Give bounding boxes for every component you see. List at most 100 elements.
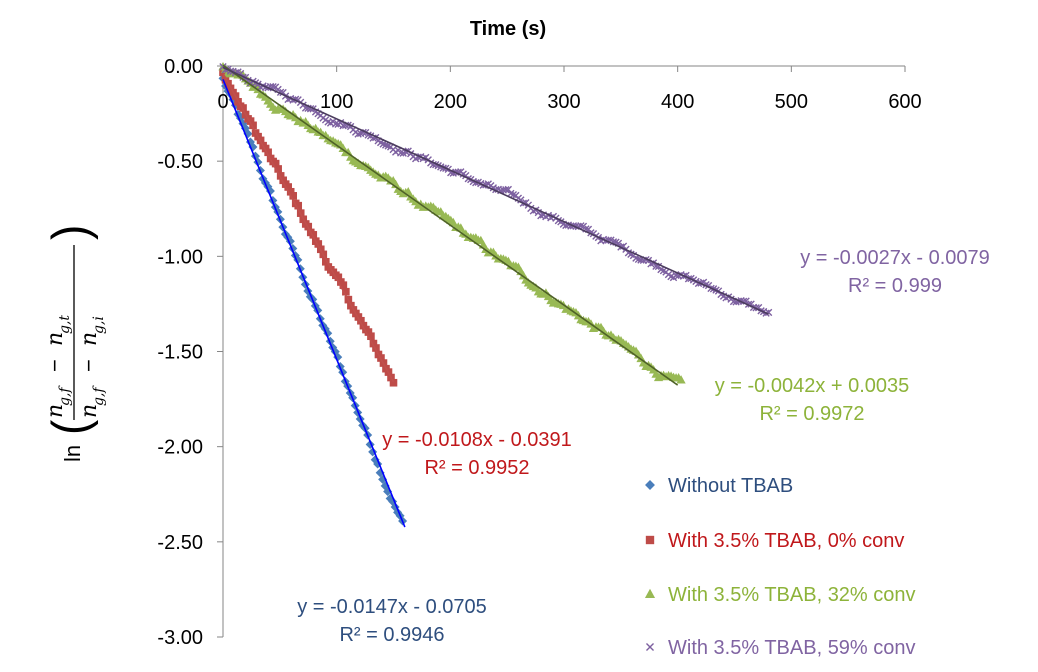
- trendline-equation: y = -0.0108x - 0.0391: [382, 429, 572, 451]
- trendline-equation: y = -0.0042x + 0.0035: [715, 375, 910, 397]
- data-points: [218, 61, 773, 526]
- x-tick-label: 300: [547, 91, 580, 113]
- trendline-series-4: [222, 66, 769, 315]
- data-point-stroke: [642, 255, 650, 264]
- data-point-stroke: [306, 105, 315, 113]
- data-point: [274, 165, 282, 173]
- trendline-r2: R² = 0.9946: [339, 624, 444, 646]
- data-point-stroke: [502, 185, 510, 194]
- y-tick-label: -1.50: [157, 342, 203, 364]
- legend-marker: [645, 535, 655, 545]
- data-point-stroke: [507, 189, 515, 198]
- data-point-stroke: [694, 279, 703, 288]
- x-axis-title: Time (s): [470, 18, 546, 40]
- data-point: [339, 281, 348, 289]
- data-point: [286, 187, 295, 196]
- data-point-stroke: [632, 254, 640, 262]
- data-point: [294, 201, 303, 210]
- data-point-stroke: [509, 191, 518, 199]
- trendline-r2: R² = 0.999: [848, 275, 942, 297]
- data-point-stroke: [414, 153, 422, 161]
- data-point: [279, 88, 287, 97]
- trendline-equation: y = -0.0027x - 0.0079: [800, 247, 990, 269]
- data-point: [359, 321, 368, 330]
- legend-label: With 3.5% TBAB, 0% conv: [668, 530, 904, 552]
- data-point: [502, 185, 510, 194]
- data-point-stroke: [574, 222, 583, 231]
- data-point-stroke: [667, 272, 675, 281]
- legend-marker: [645, 642, 655, 652]
- series-4-points: [219, 63, 773, 317]
- data-point: [289, 192, 298, 200]
- y-axis-den-op: −: [76, 359, 101, 372]
- data-point: [764, 308, 773, 317]
- data-point: [309, 231, 318, 239]
- data-point: [334, 273, 343, 282]
- y-axis-num-b-sub: g,t: [57, 315, 73, 334]
- trendline-series-2: [222, 73, 395, 383]
- data-point-stroke: [657, 265, 665, 274]
- data-point-stroke: [402, 147, 410, 156]
- y-tick-label: -1.00: [157, 246, 203, 268]
- data-point-stroke: [504, 185, 513, 194]
- data-point-stroke: [221, 65, 230, 74]
- data-point-stroke: [587, 229, 595, 237]
- data-point-stroke: [739, 297, 748, 306]
- x-tick-label: 200: [434, 91, 467, 113]
- trendline-equation: y = -0.0147x - 0.0705: [297, 596, 487, 618]
- legend-marker: [645, 480, 655, 490]
- data-point-stroke: [324, 118, 332, 126]
- data-point: [221, 75, 230, 84]
- data-point: [271, 159, 280, 168]
- data-point-stroke: [624, 249, 633, 257]
- legend-item: With 3.5% TBAB, 59% conv: [645, 637, 916, 659]
- data-point-stroke: [279, 88, 287, 97]
- trendlines: [222, 64, 769, 528]
- trendline-labels: y = -0.0147x - 0.0705 R² = 0.9946 y = -0.0…: [297, 247, 990, 646]
- y-tick-label: -2.00: [157, 437, 203, 459]
- data-point: [314, 240, 323, 248]
- y-axis-den-a: n: [77, 404, 102, 418]
- legend-marker: [644, 588, 656, 598]
- data-point-stroke: [499, 186, 508, 194]
- y-axis-title-rotated: ln()ng,f−ng,tng,f−ng,i: [42, 225, 107, 462]
- axes: 0 100 200 300 400 500 600 0.00 -0.50 -1.00 -1.50 -2…: [157, 56, 921, 649]
- data-point-stroke: [554, 216, 563, 225]
- y-axis-num-a-sub: g,f: [57, 385, 73, 406]
- data-point-stroke: [291, 95, 300, 104]
- legend: Without TBAB With 3.5% TBAB, 0% conv With …: [644, 475, 916, 659]
- y-axis-title: ln()ng,f−ng,tng,f−ng,i: [42, 225, 107, 462]
- x-tick-label: 500: [775, 91, 808, 113]
- x-tick-label: 600: [888, 91, 921, 113]
- data-point: [249, 121, 257, 130]
- data-point: [509, 191, 518, 199]
- data-point-stroke: [437, 163, 445, 171]
- y-axis-num-op: −: [42, 359, 67, 372]
- data-point-stroke: [381, 141, 390, 149]
- legend-label: With 3.5% TBAB, 32% conv: [668, 584, 916, 606]
- data-point-stroke: [364, 131, 372, 139]
- y-axis-den-b: n: [77, 332, 102, 346]
- data-point-stroke: [331, 120, 340, 128]
- y-axis-den-a-sub: g,f: [91, 385, 107, 406]
- x-tick-label: 100: [320, 91, 353, 113]
- data-point: [367, 332, 375, 341]
- data-point: [322, 257, 330, 266]
- data-point-stroke: [379, 140, 387, 148]
- legend-label: Without TBAB: [668, 475, 793, 497]
- data-point-stroke: [397, 149, 405, 157]
- y-tick-label: -0.50: [157, 151, 203, 173]
- y-axis-paren-left: (: [42, 420, 99, 435]
- x-tick-label: 400: [661, 91, 694, 113]
- legend-item: Without TBAB: [645, 475, 793, 497]
- data-point-stroke: [276, 88, 285, 97]
- y-axis-num-a: n: [43, 404, 68, 418]
- legend-marker-stroke: [645, 642, 655, 652]
- y-axis-den-b-sub: g,i: [91, 316, 107, 334]
- y-axis-ln: ln: [60, 445, 85, 462]
- legend-item: With 3.5% TBAB, 32% conv: [644, 584, 916, 606]
- data-point: [284, 183, 292, 191]
- data-point: [279, 176, 287, 185]
